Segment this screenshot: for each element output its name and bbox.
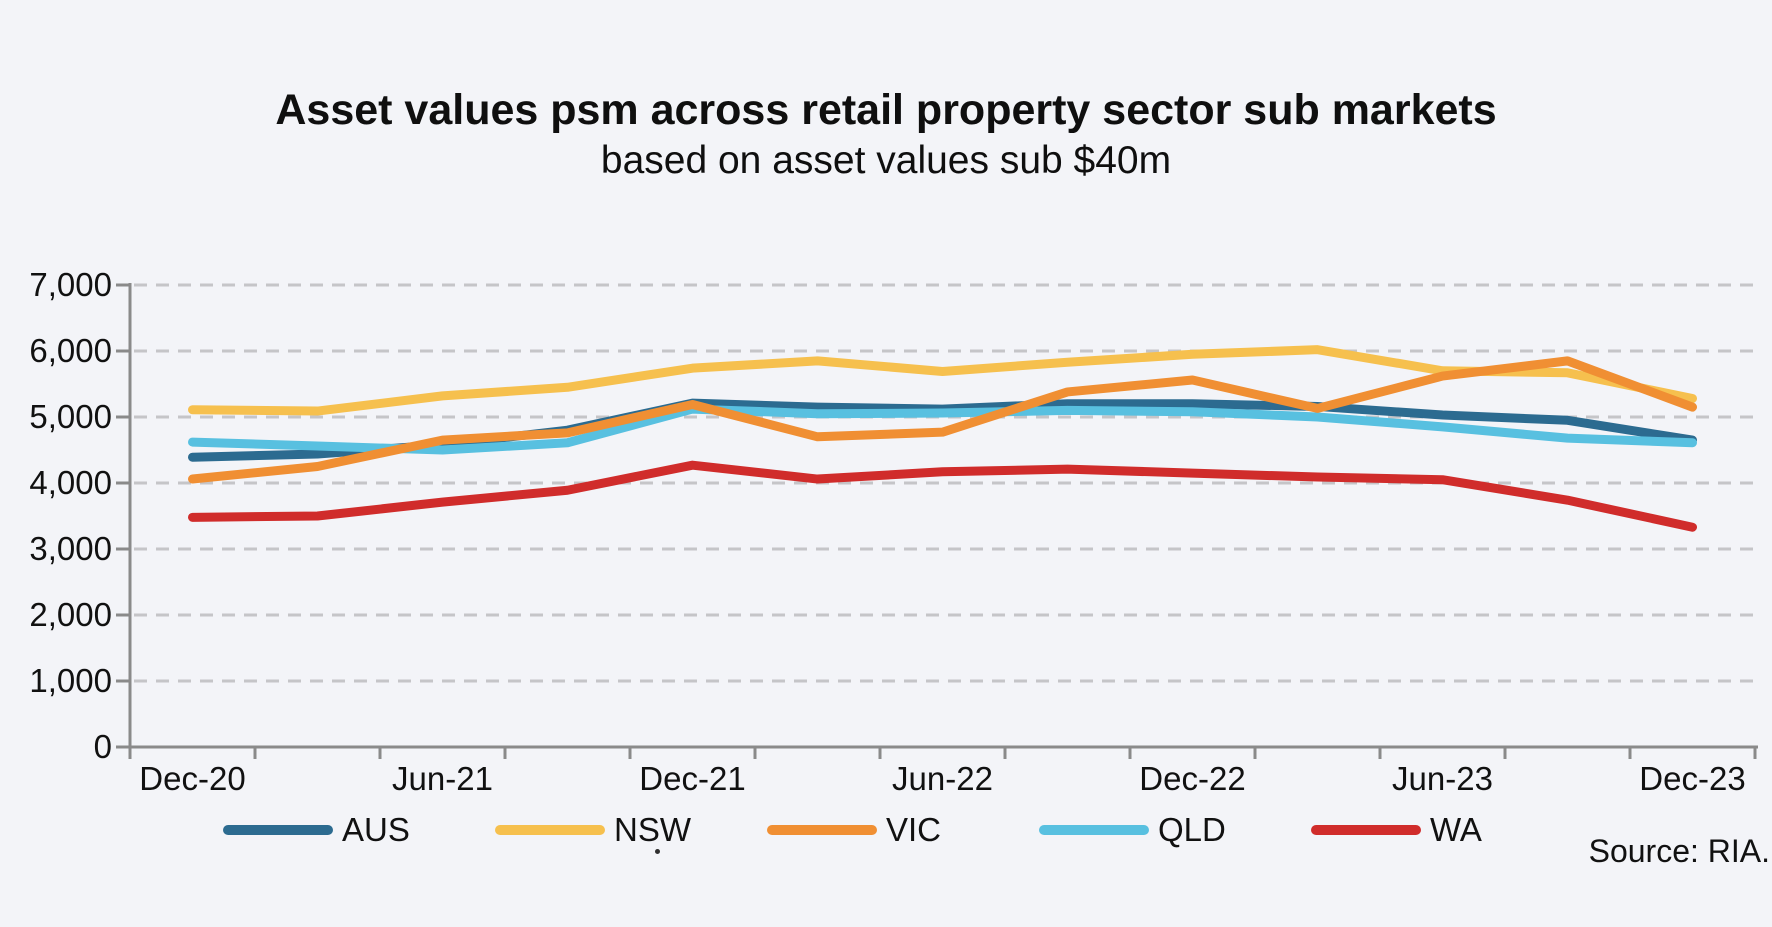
legend-label-aus: AUS bbox=[342, 811, 410, 848]
legend-item-wa: WA bbox=[1311, 808, 1482, 852]
y-axis-label-6,000: 6,000 bbox=[29, 332, 112, 369]
chart-subtitle: based on asset values sub $40m bbox=[600, 139, 1172, 182]
legend-label-nsw: NSW bbox=[614, 811, 691, 848]
y-axis-label-5,000: 5,000 bbox=[29, 398, 112, 435]
legend-item-aus: AUS bbox=[223, 808, 410, 852]
source-note: Source: RIA. bbox=[1588, 833, 1770, 869]
y-axis-label-2,000: 2,000 bbox=[29, 596, 112, 633]
legend-label-vic: VIC bbox=[886, 811, 942, 848]
y-axis-label-3,000: 3,000 bbox=[29, 530, 112, 567]
legend-item-nsw: NSW bbox=[495, 808, 691, 852]
x-axis-label-dec-22: Dec-22 bbox=[1139, 760, 1246, 797]
y-axis-label-1,000: 1,000 bbox=[29, 662, 112, 699]
legend-swatch-aus bbox=[223, 825, 333, 835]
series-line-nsw bbox=[188, 345, 1697, 416]
chart-title: Asset values psm across retail property … bbox=[275, 86, 1497, 134]
series-line-vic bbox=[188, 356, 1697, 484]
x-axis-label-dec-23: Dec-23 bbox=[1639, 760, 1746, 797]
legend-swatch-qld bbox=[1039, 825, 1149, 835]
legend-item-vic: VIC bbox=[767, 808, 941, 852]
x-axis-label-dec-21: Dec-21 bbox=[639, 760, 746, 797]
legend-item-qld: QLD bbox=[1039, 808, 1226, 852]
y-axis-label-4,000: 4,000 bbox=[29, 464, 112, 501]
series-line-wa bbox=[188, 460, 1697, 532]
legend-label-wa: WA bbox=[1430, 811, 1482, 848]
x-axis-label-jun-22: Jun-22 bbox=[892, 760, 993, 797]
legend-swatch-wa bbox=[1311, 825, 1421, 835]
legend-label-qld: QLD bbox=[1158, 811, 1226, 848]
legend-swatch-vic bbox=[767, 825, 877, 835]
y-axis-label-7,000: 7,000 bbox=[29, 266, 112, 303]
legend-swatch-nsw bbox=[495, 825, 605, 835]
x-axis-label-jun-21: Jun-21 bbox=[392, 760, 493, 797]
x-axis-label-dec-20: Dec-20 bbox=[139, 760, 246, 797]
series-line-qld bbox=[188, 404, 1697, 455]
stray-dot-artifact bbox=[655, 849, 660, 854]
x-axis-label-jun-23: Jun-23 bbox=[1392, 760, 1493, 797]
y-axis-label-0: 0 bbox=[93, 728, 112, 765]
